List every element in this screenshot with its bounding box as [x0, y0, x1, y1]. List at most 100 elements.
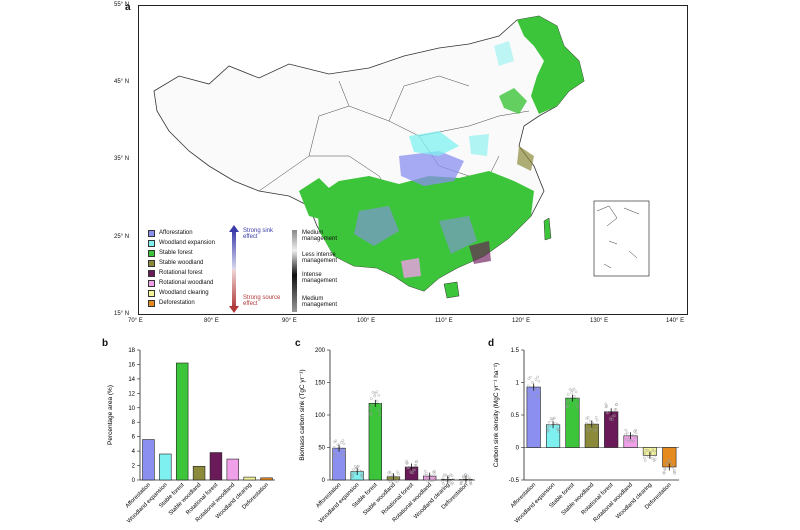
sample-point [411, 471, 415, 475]
sample-point [604, 405, 608, 409]
sample-point [613, 414, 616, 417]
x-tick-label: Stable woodland [362, 482, 397, 517]
northeast-forest [517, 16, 584, 114]
lon-tick-100: 100° E [357, 318, 376, 324]
sample-point [375, 399, 379, 403]
sample-point [340, 453, 344, 457]
sample-point [351, 474, 355, 478]
sample-point [643, 452, 647, 455]
strong-sink-label: Strong sink effect [243, 228, 274, 240]
sample-point [388, 480, 392, 484]
legend-swatch [148, 239, 155, 247]
sample-point [533, 389, 536, 392]
sample-point [604, 402, 608, 406]
northeast-woodland-mix [494, 41, 514, 66]
sample-point [606, 411, 610, 414]
sample-point [634, 431, 638, 435]
sample-point [448, 480, 452, 484]
panel-d-letter: d [488, 338, 495, 349]
sample-point [378, 413, 382, 417]
sample-point [339, 441, 343, 444]
sample-point [536, 375, 540, 379]
sample-point [570, 388, 574, 392]
sample-point [547, 429, 550, 432]
sample-point [388, 470, 392, 474]
rotational-woodland-patch [401, 258, 421, 278]
sample-point [565, 400, 569, 404]
y-tick-label: 8 [132, 420, 136, 426]
sample-point [595, 418, 599, 422]
lon-tick-90: 90° E [282, 318, 297, 324]
sample-point [611, 418, 614, 421]
sample-point [591, 425, 594, 428]
sample-point [663, 468, 667, 471]
sample-point [369, 411, 373, 415]
sample-point [576, 405, 579, 409]
sample-point [593, 429, 596, 432]
sample-point [527, 392, 530, 396]
y-tick-label: 10 [128, 406, 135, 412]
legend-label: Rotational forest [159, 270, 203, 276]
stable-woodland-patch [517, 146, 534, 171]
y-tick-label: 4 [132, 449, 136, 455]
sample-point [565, 405, 569, 409]
sample-point [469, 481, 472, 485]
sample-point [546, 426, 550, 429]
sample-point [575, 402, 578, 405]
sample-point [614, 403, 618, 406]
y-tick-label: 12 [128, 391, 135, 397]
sample-point [433, 472, 437, 475]
sample-point [652, 459, 656, 462]
sample-point [375, 390, 379, 394]
legend-row: Stable woodland [148, 258, 215, 268]
y-tick-label: 6 [132, 435, 136, 441]
sample-point [466, 474, 469, 478]
sample-point [378, 402, 382, 406]
management-intensity-bar [292, 230, 297, 312]
legend-label: Stable forest [159, 250, 193, 256]
sample-point [537, 380, 541, 383]
sample-point [342, 453, 345, 457]
sample-point [667, 459, 671, 463]
sample-point [643, 456, 646, 460]
bar [175, 362, 189, 481]
sample-point [373, 394, 376, 398]
bar [243, 476, 256, 481]
sample-point [394, 480, 398, 483]
legend-swatch [148, 269, 155, 277]
sample-point [537, 388, 541, 391]
sample-point [527, 377, 531, 381]
sample-point [413, 468, 417, 472]
sample-point [426, 479, 429, 483]
sample-point [531, 380, 534, 384]
sample-point [572, 387, 576, 391]
sample-point [397, 472, 400, 476]
sample-point [609, 418, 613, 421]
legend-row: Afforestation [148, 228, 215, 238]
y-tick-label: 0 [132, 478, 136, 484]
sample-point [625, 431, 629, 435]
sample-point [369, 406, 372, 410]
sample-point [332, 446, 336, 449]
sample-point [405, 461, 409, 465]
sample-point [644, 448, 648, 452]
sample-point [352, 468, 355, 471]
legend-swatch [148, 299, 155, 307]
land-use-legend: Afforestation Woodland expansion Stable … [148, 228, 215, 308]
bar [526, 386, 541, 448]
lon-tick-130: 130° E [590, 318, 609, 324]
y-tick-label: 1 [516, 381, 520, 387]
intensity-label-2: Less intense management [302, 252, 338, 264]
y-axis-label: Biomass carbon sink (TgC yr⁻¹) [299, 369, 306, 460]
sample-point [631, 434, 635, 437]
sample-point [449, 473, 452, 476]
sample-point [624, 428, 628, 432]
legend-row: Stable forest [148, 248, 215, 258]
sample-point [634, 428, 638, 432]
sample-point [574, 390, 578, 394]
sample-point [352, 471, 356, 474]
sample-point [333, 451, 336, 455]
sample-point [360, 475, 364, 479]
sample-point [589, 427, 592, 430]
